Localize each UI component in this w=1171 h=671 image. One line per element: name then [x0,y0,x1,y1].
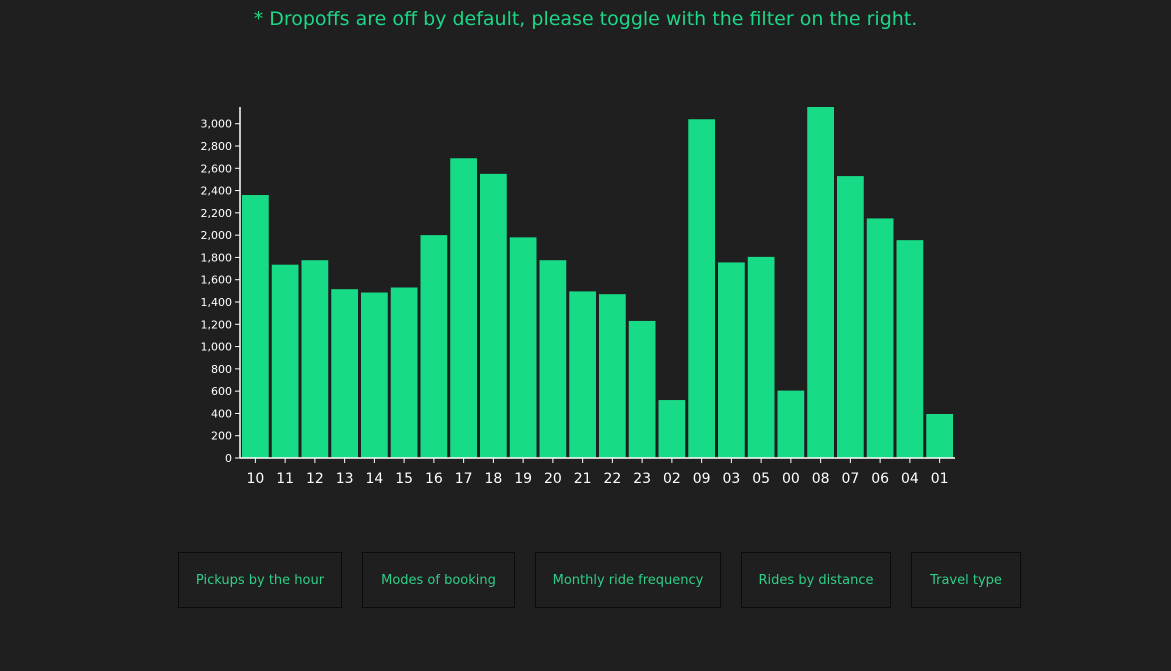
x-tick-label: 12 [306,471,324,487]
bar-22 [599,294,626,458]
x-tick-label: 10 [246,471,264,487]
y-tick-label: 2,800 [201,140,233,153]
x-tick-label: 19 [514,471,532,487]
y-tick-label: 1,200 [201,318,233,331]
bar-07 [837,176,864,458]
x-tick-label: 00 [782,471,800,487]
x-tick-label: 18 [484,471,502,487]
x-tick-label: 13 [336,471,354,487]
bar-04 [896,240,924,458]
modes-of-booking-button[interactable]: Modes of booking [362,552,515,608]
bar-20 [539,260,567,458]
bar-06 [866,218,894,458]
bar-19 [509,237,537,458]
y-tick-label: 200 [211,430,232,443]
y-tick-label: 1,000 [201,341,233,354]
bar-23 [628,320,656,458]
x-tick-label: 03 [722,471,740,487]
y-tick-label: 2,200 [201,207,233,220]
x-tick-label: 07 [841,471,859,487]
y-tick-label: 2,000 [201,229,233,242]
y-tick-label: 0 [225,452,232,465]
y-tick-label: 1,800 [201,251,233,264]
bar-18 [480,173,507,459]
x-tick-label: 15 [395,471,413,487]
y-tick-label: 400 [211,407,232,420]
y-tick-label: 600 [211,385,232,398]
pickups-by-hour-button[interactable]: Pickups by the hour [178,552,342,608]
x-tick-label: 05 [752,471,770,487]
x-tick-label: 21 [574,471,592,487]
bar-16 [420,235,448,458]
bar-17 [450,158,477,458]
x-tick-label: 14 [365,471,383,487]
x-tick-label: 17 [455,471,473,487]
bar-03 [718,262,745,458]
x-tick-label: 20 [544,471,562,487]
x-tick-label: 02 [663,471,681,487]
bar-15 [390,287,418,458]
x-tick-label: 23 [633,471,651,487]
x-tick-label: 22 [603,471,621,487]
bar-13 [331,289,358,458]
bar-08 [807,107,834,458]
y-tick-label: 1,400 [201,296,233,309]
monthly-ride-frequency-button[interactable]: Monthly ride frequency [535,552,721,608]
x-tick-label: 01 [931,471,949,487]
dropoffs-notice: * Dropoffs are off by default, please to… [253,8,918,30]
rides-by-distance-button[interactable]: Rides by distance [741,552,891,608]
x-tick-label: 06 [871,471,889,487]
bar-01 [926,413,953,458]
y-tick-label: 1,600 [201,274,233,287]
bar-02 [658,400,686,458]
pickups-bar-chart: 10 11 12 13 14 15 16 17 18 19 20 21 22 23 02 09 03 05 00 08… [201,107,955,487]
bar-12 [301,260,329,458]
y-tick-label: 2,400 [201,185,233,198]
y-tick-label: 2,600 [201,162,233,175]
bar-10 [242,195,269,458]
x-tick-label: 09 [693,471,711,487]
y-tick-label: 3,000 [201,118,233,131]
bar-05 [747,256,775,458]
bar-09 [688,119,715,458]
bar-14 [361,292,388,458]
bar-00 [777,390,805,458]
bar-11 [271,264,299,458]
x-tick-label: 08 [812,471,830,487]
travel-type-button[interactable]: Travel type [911,552,1021,608]
x-tick-label: 11 [276,471,294,487]
bar-21 [569,291,596,458]
y-tick-label: 800 [211,363,232,376]
x-tick-label: 04 [901,471,919,487]
x-tick-label: 16 [425,471,443,487]
